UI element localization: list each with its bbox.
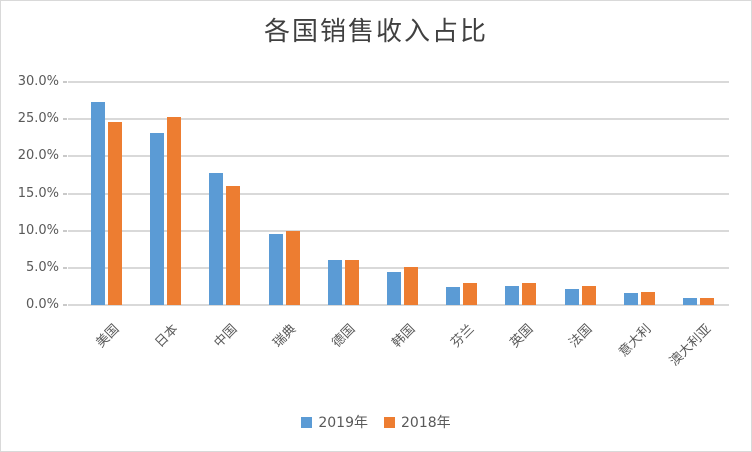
legend-swatch-icon xyxy=(384,416,395,428)
y-axis-tick xyxy=(63,304,67,306)
y-axis-label: 0.0% xyxy=(25,297,59,312)
bar-series0-category1 xyxy=(150,133,165,305)
bar-series0-category7 xyxy=(505,285,520,305)
gridline xyxy=(68,304,729,306)
bar-series0-category5 xyxy=(387,271,401,305)
legend: 2019年 2018年 xyxy=(1,412,751,432)
bar-series1-category8 xyxy=(581,286,596,305)
gridline xyxy=(68,192,729,195)
bar-series0-category6 xyxy=(446,287,461,305)
y-axis-tick xyxy=(63,155,67,158)
bar-series1-category1 xyxy=(167,116,182,305)
y-axis-label: 10.0% xyxy=(17,222,59,238)
bar-series0-category9 xyxy=(623,293,638,305)
bar-series1-category7 xyxy=(522,282,537,305)
gridline xyxy=(68,155,729,158)
bar-series1-category2 xyxy=(226,186,241,305)
bar-series1-category10 xyxy=(700,297,714,305)
bar-series1-category4 xyxy=(344,260,359,305)
y-axis-tick xyxy=(63,266,67,269)
y-axis-label: 30.0% xyxy=(17,74,59,89)
gridline xyxy=(68,266,729,269)
bar-series0-category4 xyxy=(327,260,342,305)
legend-item: 2019年 xyxy=(301,412,368,432)
bar-series0-category10 xyxy=(683,298,697,305)
y-axis-label: 25.0% xyxy=(17,111,59,127)
y-axis-label: 15.0% xyxy=(17,185,59,201)
y-axis-tick xyxy=(63,192,67,195)
bar-series1-category5 xyxy=(404,267,418,305)
y-axis-tick xyxy=(63,81,67,83)
bar-series1-category6 xyxy=(463,283,478,305)
y-axis-label: 5.0% xyxy=(25,259,59,275)
gridline xyxy=(68,81,729,83)
gridline xyxy=(68,118,729,121)
chart-title: 各国销售收入占比 xyxy=(263,17,488,47)
bar-series1-category3 xyxy=(285,230,300,305)
bar-series0-category8 xyxy=(564,288,579,305)
y-axis-tick xyxy=(63,118,67,121)
legend-label: 2019年 xyxy=(318,415,368,431)
legend-label: 2018年 xyxy=(401,415,451,431)
y-axis-label: 20.0% xyxy=(17,148,59,164)
y-axis-tick xyxy=(63,229,67,232)
legend-item: 2018年 xyxy=(384,412,451,432)
gridline xyxy=(68,229,729,232)
bar-series1-category0 xyxy=(108,122,122,305)
bar-series1-category9 xyxy=(640,291,655,305)
plot-area xyxy=(68,81,729,306)
bar-series0-category3 xyxy=(268,234,283,305)
legend-swatch-icon xyxy=(301,416,313,428)
bar-series0-category2 xyxy=(209,173,224,305)
bar-series0-category0 xyxy=(91,102,105,305)
